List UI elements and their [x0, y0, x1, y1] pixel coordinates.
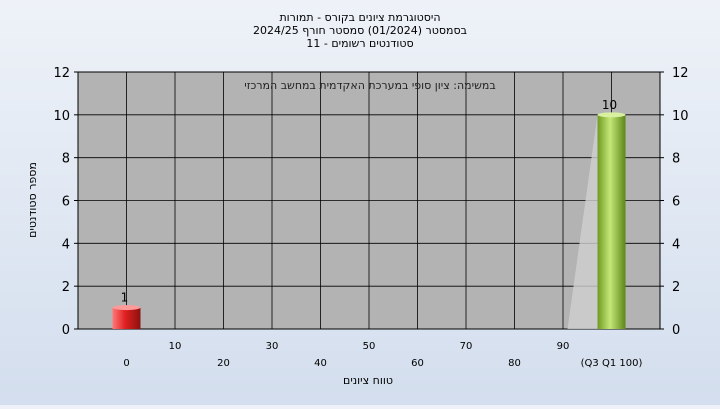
x-tick-label: 70: [460, 341, 473, 352]
y-tick-label-left: 12: [53, 66, 70, 81]
x-tick-label: 0: [123, 358, 129, 369]
y-tick-label-left: 0: [62, 323, 70, 338]
y-tick-label-right: 4: [672, 237, 680, 252]
bar-data-label: 1: [121, 291, 129, 305]
x-tick-label: 10: [169, 341, 182, 352]
x-axis-label: טווח ציונים: [343, 374, 393, 387]
chart-title-line-1: היסטוגרמת ציונים בקורס - תמורות: [279, 11, 440, 24]
x-tick-label: 20: [217, 358, 230, 369]
x-tick-label: 60: [411, 358, 424, 369]
bar-shadow: [567, 114, 598, 329]
y-tick-label-right: 2: [672, 280, 680, 295]
y-tick-label-right: 10: [672, 109, 689, 124]
x-tick-label: 40: [314, 358, 327, 369]
bar-data-label: 10: [602, 98, 617, 112]
chart-title-line-3: סטודנטים רשומים - 11: [306, 37, 413, 50]
x-tick-label: (Q3 Q1 100): [581, 358, 643, 369]
y-axis-label: מספר סטודנטים: [26, 162, 39, 238]
y-tick-label-left: 4: [62, 237, 70, 252]
y-tick-label-right: 0: [672, 323, 680, 338]
y-tick-label-left: 8: [62, 152, 70, 167]
x-tick-label: 50: [363, 341, 376, 352]
chart-annotation: במשימה: ציון סופי במערכת האקדמית במחשב ה…: [244, 79, 495, 92]
bar-100: [597, 114, 626, 329]
chart-title-line-2: בסמסטר (01/2024) סמסטר חורף 2024/25: [253, 24, 467, 37]
x-tick-label: 80: [508, 358, 521, 369]
bar-cap: [112, 305, 141, 311]
y-tick-label-left: 6: [62, 195, 70, 210]
y-tick-label-right: 8: [672, 152, 680, 167]
x-tick-label: 90: [557, 341, 570, 352]
x-tick-label: 30: [266, 341, 279, 352]
y-tick-label-right: 6: [672, 195, 680, 210]
y-tick-label-left: 10: [53, 109, 70, 124]
bar-cap: [597, 112, 626, 118]
y-tick-label-right: 12: [672, 66, 689, 81]
bar-0: [112, 307, 141, 329]
y-tick-label-left: 2: [62, 280, 70, 295]
